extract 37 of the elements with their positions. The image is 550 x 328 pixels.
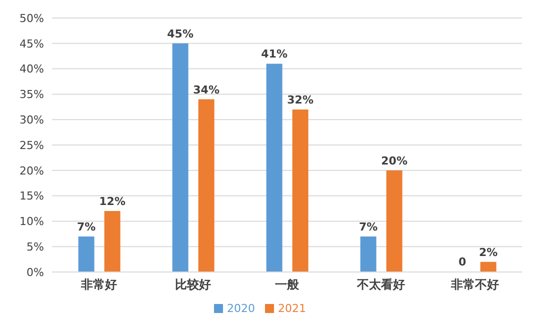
x-tick-label: 一般 xyxy=(275,278,300,292)
data-label: 2% xyxy=(478,246,498,259)
data-label: 34% xyxy=(193,83,220,96)
y-tick-label: 25% xyxy=(20,138,44,152)
y-tick-label: 35% xyxy=(20,88,44,102)
data-label: 41% xyxy=(261,48,288,61)
bar xyxy=(78,236,94,272)
bar xyxy=(172,43,188,272)
data-label: 7% xyxy=(76,220,96,234)
y-tick-label: 0% xyxy=(26,266,44,279)
y-tick-label: 15% xyxy=(20,190,44,203)
data-label: 12% xyxy=(99,195,126,208)
y-tick-label: 50% xyxy=(20,12,44,25)
x-tick-label: 比较好 xyxy=(175,278,211,292)
legend-label: 2021 xyxy=(278,302,306,315)
x-tick-label: 非常不好 xyxy=(450,278,499,292)
data-label: 0 xyxy=(458,256,466,269)
y-tick-label: 30% xyxy=(20,114,44,127)
bar xyxy=(266,64,282,272)
y-tick-label: 45% xyxy=(20,37,44,50)
y-tick-label: 20% xyxy=(20,164,44,178)
bar xyxy=(480,262,496,272)
x-tick-label: 不太看好 xyxy=(356,278,405,292)
x-tick-label: 非常好 xyxy=(80,278,117,292)
y-tick-label: 5% xyxy=(26,240,44,254)
data-label: 7% xyxy=(358,220,378,234)
y-tick-label: 40% xyxy=(20,62,44,76)
data-label: 32% xyxy=(287,93,314,106)
y-tick-label: 10% xyxy=(20,215,44,228)
bar xyxy=(386,170,402,272)
bar xyxy=(360,236,376,272)
bar xyxy=(292,109,308,272)
data-label: 20% xyxy=(381,154,408,168)
bar xyxy=(104,211,120,272)
legend-label: 2020 xyxy=(227,302,255,315)
bar xyxy=(198,99,214,272)
data-label: 45% xyxy=(167,27,194,40)
